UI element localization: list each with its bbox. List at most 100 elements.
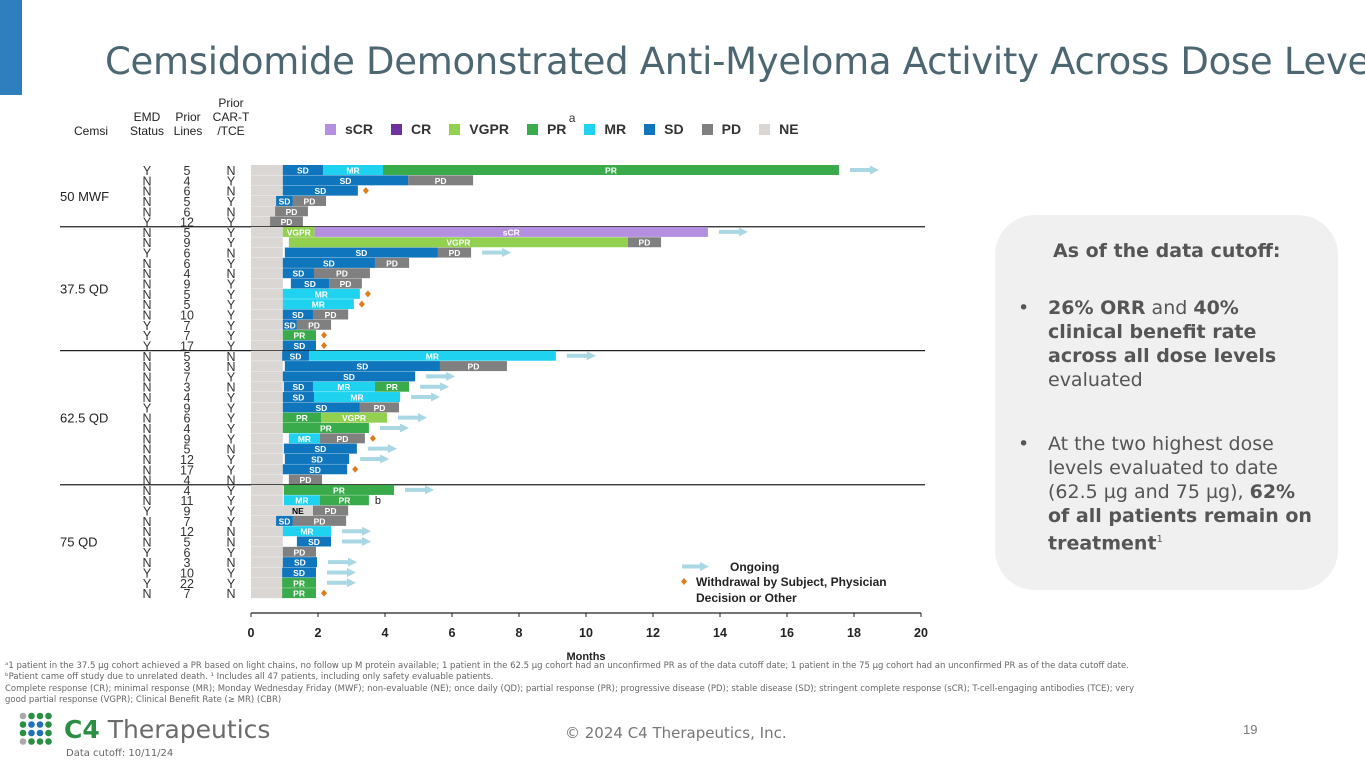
bar-label: SD <box>292 393 304 403</box>
bar-label: SD <box>356 362 368 372</box>
ne-baseline-bar <box>251 226 283 237</box>
bar-label: MR <box>300 527 313 537</box>
row-cart: N <box>226 205 235 219</box>
ne-baseline-bar <box>251 453 283 464</box>
row-cart: Y <box>227 432 236 446</box>
col-header-cemsi: Cemsi <box>74 124 109 138</box>
bar-label: PR <box>333 485 345 495</box>
bar-segment-pd <box>292 195 327 206</box>
row-lines: 7 <box>184 329 191 343</box>
row-emd: Y <box>143 319 152 333</box>
row-cart: Y <box>227 515 236 529</box>
bar-label: PD <box>308 320 320 330</box>
bar-label: SD <box>304 279 316 289</box>
ongoing-arrow-icon <box>398 413 428 423</box>
bar-label: SD <box>279 196 291 206</box>
bar-label: PD <box>325 506 337 516</box>
legend-swatch <box>526 123 538 135</box>
bar-label: VGPR <box>446 238 470 248</box>
row-lines: 6 <box>184 412 191 426</box>
data-cutoff: Data cutoff: 10/11/24 <box>66 748 174 759</box>
legend-swatch <box>584 123 596 135</box>
bar-segment-mr <box>288 433 321 444</box>
row-lines: 4 <box>184 174 191 188</box>
ongoing-legend-arrow-icon <box>682 562 709 571</box>
ne-baseline-bar <box>251 464 283 475</box>
bar-label: PR <box>293 589 305 599</box>
x-tick-label: 2 <box>315 626 322 640</box>
row-cart: Y <box>227 226 236 240</box>
ne-baseline-bar <box>251 371 283 382</box>
bar-segment-sd <box>282 402 360 413</box>
bar-segment-pd <box>312 309 349 320</box>
ne-baseline-bar <box>251 330 283 341</box>
ongoing-arrow-icon <box>411 392 441 402</box>
bar-segment-pr <box>374 381 410 392</box>
footnote-b: ᵇPatient came off study due to unrelated… <box>5 672 494 682</box>
ongoing-arrow-icon <box>718 227 748 237</box>
legend-item-cr: CR <box>391 121 431 137</box>
bar-segment-sd <box>282 319 297 330</box>
legend-swatch <box>701 123 713 135</box>
legend-item-vgpr: VGPR <box>449 121 509 137</box>
row-lines: 4 <box>184 391 191 405</box>
bar-label: sCR <box>503 227 520 237</box>
row-cart: Y <box>227 566 236 580</box>
bullet-icon: • <box>1018 433 1030 455</box>
bar-segment-sd <box>276 195 293 206</box>
bar-segment-sd <box>282 175 409 186</box>
logo-dot <box>28 721 35 728</box>
bar-segment-pr <box>282 423 369 433</box>
row-lines: 4 <box>184 267 191 281</box>
col-header-emd: EMD Status <box>129 110 165 138</box>
row-cart: Y <box>227 494 236 508</box>
bar-segment-sd <box>283 381 313 392</box>
ongoing-arrow-icon <box>482 248 512 258</box>
bar-label: PD <box>281 217 293 227</box>
row-lines: 10 <box>180 308 194 322</box>
legend-item-pr: PR a <box>526 111 575 137</box>
bar-label: PD <box>300 475 312 485</box>
dose-group-label: 75 QD <box>60 535 98 550</box>
x-tick-label: 4 <box>382 626 389 640</box>
row-lines: 9 <box>184 432 191 446</box>
ongoing-arrow-icon <box>420 382 450 392</box>
row-cart: Y <box>227 412 236 426</box>
bar-label: PD <box>337 434 349 444</box>
bar-segment-sd <box>282 309 313 320</box>
bar-segment-pd <box>329 278 362 289</box>
ongoing-arrow-icon <box>342 537 372 547</box>
bar-label: MR <box>346 166 359 176</box>
ne-baseline-bar <box>251 278 283 289</box>
row-lines: 7 <box>184 515 191 529</box>
ne-baseline-bar <box>251 536 283 547</box>
row-lines: 5 <box>184 350 191 364</box>
row-cart: Y <box>227 577 236 591</box>
ongoing-arrow-icon <box>326 578 356 588</box>
bar-segment-sd <box>282 567 316 578</box>
bar-label: PR <box>320 424 332 434</box>
row-emd: N <box>142 360 151 374</box>
bar-label: SD <box>311 454 323 464</box>
bar-label: SD <box>290 351 302 361</box>
ne-baseline-bar <box>251 319 283 330</box>
bar-label: PD <box>386 258 398 268</box>
page-title: Cemsidomide Demonstrated Anti-Myeloma Ac… <box>105 40 1365 83</box>
row-emd: Y <box>143 546 152 560</box>
bar-segment-sd <box>284 361 440 372</box>
row-emd: N <box>142 515 151 529</box>
logo-brand: C4 <box>64 714 100 744</box>
row-emd: N <box>142 381 151 395</box>
bar-label: MR <box>315 289 328 299</box>
row-cart: N <box>226 267 235 281</box>
ne-baseline-bar <box>251 268 283 279</box>
bar-label: PD <box>374 403 386 413</box>
row-cart: Y <box>227 453 236 467</box>
ne-baseline-bar <box>251 433 283 444</box>
bar-segment-pd <box>320 433 365 444</box>
bar-label: SD <box>292 382 304 392</box>
x-tick-label: 10 <box>579 626 593 640</box>
row-lines: 5 <box>184 226 191 240</box>
row-cart: N <box>226 350 235 364</box>
